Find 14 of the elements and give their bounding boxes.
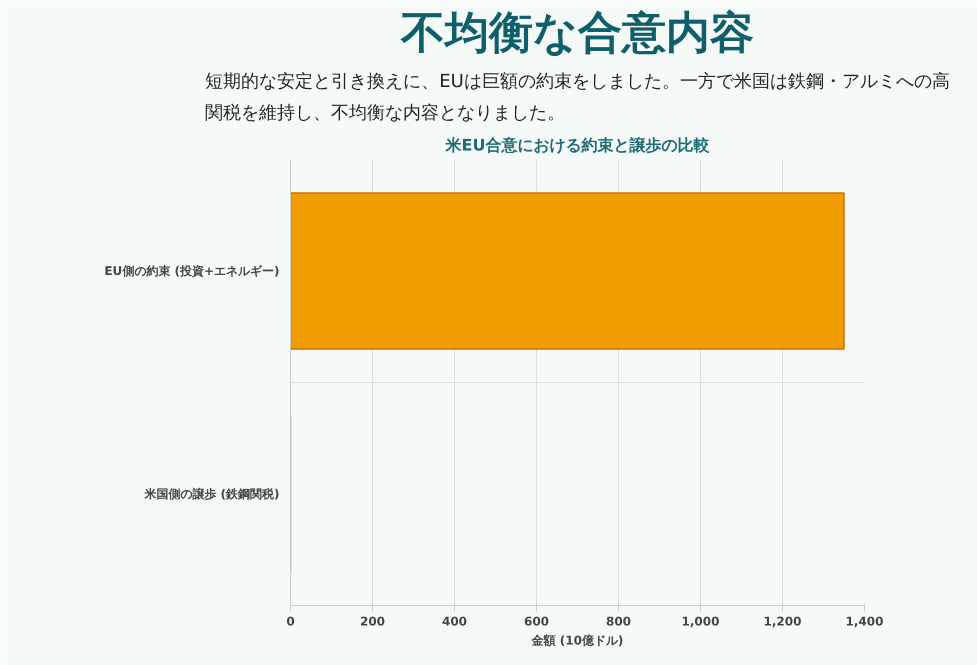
y-tick-label: 米国側の譲歩 (鉄鋼関税) — [143, 487, 280, 501]
x-tick-label: 200 — [360, 614, 386, 628]
x-tick-label: 0 — [286, 614, 295, 628]
chart-title: 不均衡な合意内容 — [400, 8, 754, 58]
x-axis-title: 金額 (10億ドル) — [530, 634, 624, 648]
text: 米EU合意における約束と譲歩の比較 — [444, 136, 710, 154]
chart-subtitle: 短期的な安定と引き換えに、EUは巨額の約束をしました。一方で米国は鉄鋼・アルミへの高関税を維持し、不均衡な内容となりました。 — [205, 71, 950, 124]
x-tick-label: 1,000 — [682, 614, 720, 628]
x-tick-label: 1,400 — [846, 614, 884, 628]
x-tick-label: 400 — [442, 614, 468, 628]
x-tick-label: 1,200 — [764, 614, 802, 628]
x-tick-label: 800 — [606, 614, 632, 628]
x-tick-label: 600 — [524, 614, 550, 628]
y-tick-label: EU側の約束 (投資+エネルギー) — [104, 264, 280, 278]
